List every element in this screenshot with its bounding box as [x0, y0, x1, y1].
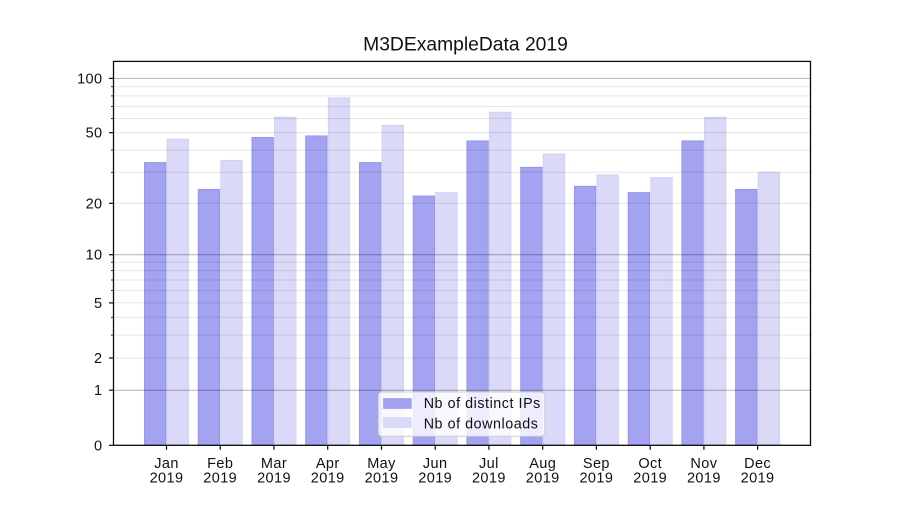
svg-text:2019: 2019 — [687, 471, 721, 487]
svg-text:M3DExampleData 2019: M3DExampleData 2019 — [363, 35, 568, 56]
svg-text:2019: 2019 — [203, 471, 237, 487]
svg-text:2019: 2019 — [579, 471, 613, 487]
svg-text:1: 1 — [94, 383, 102, 399]
svg-text:Nb of downloads: Nb of downloads — [424, 417, 539, 433]
svg-text:2019: 2019 — [365, 471, 399, 487]
svg-text:2019: 2019 — [311, 471, 345, 487]
svg-text:10: 10 — [86, 248, 103, 264]
svg-text:Nov: Nov — [690, 456, 717, 472]
svg-text:Jun: Jun — [423, 456, 448, 472]
svg-text:Feb: Feb — [207, 456, 233, 472]
svg-text:2019: 2019 — [257, 471, 291, 487]
svg-text:100: 100 — [77, 71, 102, 87]
svg-text:2019: 2019 — [472, 471, 506, 487]
svg-text:Sep: Sep — [583, 456, 610, 472]
svg-text:Nb of distinct IPs: Nb of distinct IPs — [424, 396, 541, 412]
svg-text:2: 2 — [94, 351, 102, 367]
svg-text:Dec: Dec — [744, 456, 771, 472]
svg-text:Mar: Mar — [261, 456, 287, 472]
svg-text:2019: 2019 — [633, 471, 667, 487]
svg-text:2019: 2019 — [150, 471, 184, 487]
svg-text:5: 5 — [94, 296, 102, 312]
svg-text:50: 50 — [86, 126, 103, 142]
svg-text:May: May — [367, 456, 396, 472]
svg-text:20: 20 — [86, 196, 103, 212]
svg-text:Jul: Jul — [479, 456, 499, 472]
svg-text:2019: 2019 — [526, 471, 560, 487]
svg-text:2019: 2019 — [741, 471, 775, 487]
svg-text:Apr: Apr — [316, 456, 340, 472]
svg-text:Aug: Aug — [529, 456, 556, 472]
svg-text:Oct: Oct — [638, 456, 662, 472]
svg-text:2019: 2019 — [418, 471, 452, 487]
svg-text:0: 0 — [94, 438, 102, 454]
svg-text:Jan: Jan — [154, 456, 179, 472]
